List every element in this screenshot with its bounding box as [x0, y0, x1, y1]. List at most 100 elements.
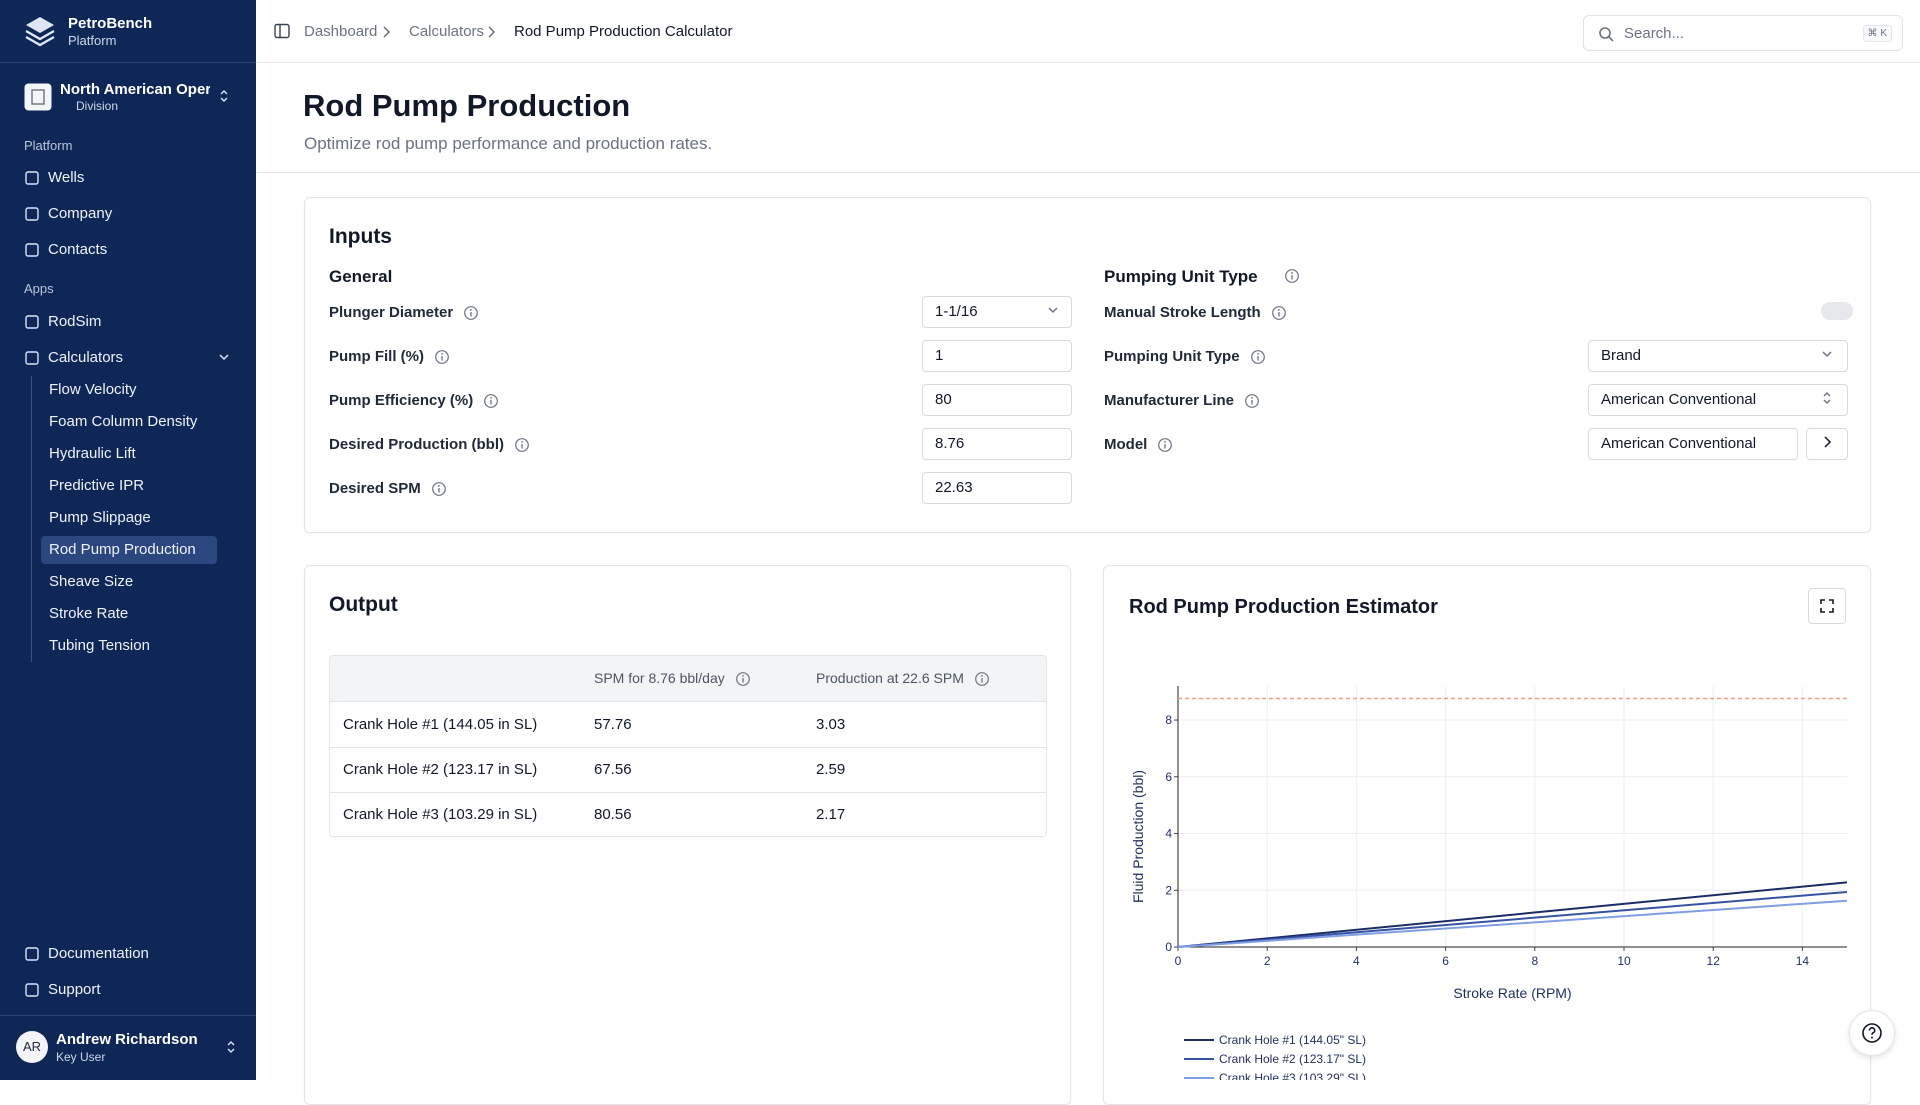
cell: 2.17 [816, 806, 845, 823]
org-icon [24, 83, 52, 111]
field-label: Manual Stroke Length [1104, 304, 1261, 321]
search-placeholder: Search... [1624, 25, 1684, 42]
brand-name: PetroBench [68, 15, 152, 32]
cell: 57.76 [594, 716, 632, 733]
chevron-icon [217, 89, 231, 103]
page: PetroBenchPlatformNorth American OperaDi… [0, 0, 1920, 1080]
nav-item[interactable]: RodSim [48, 313, 101, 330]
nav-icon [24, 946, 40, 962]
sidebar: PetroBenchPlatformNorth American OperaDi… [0, 0, 256, 1080]
text-input[interactable]: 22.63 [922, 472, 1072, 504]
row-label: Crank Hole #3 (103.29 in SL) [343, 806, 537, 823]
output-card: Output SPM for 8.76 bbl/dayProduction at… [304, 565, 1071, 1105]
text-input[interactable]: 80 [922, 384, 1072, 416]
breadcrumb-item[interactable]: Dashboard [304, 23, 377, 40]
nav-icon [24, 350, 40, 366]
nav-subitem[interactable]: Foam Column Density [49, 413, 197, 430]
nav-subitem[interactable]: Hydraulic Lift [49, 445, 136, 462]
field-label: Plunger Diameter [329, 304, 453, 321]
user-name: Andrew Richardson [56, 1031, 198, 1048]
expand-button[interactable] [1808, 588, 1846, 624]
row-divider [330, 747, 1047, 748]
nav-subitem[interactable]: Flow Velocity [49, 381, 137, 398]
divider [0, 1015, 256, 1016]
nav-subitem[interactable]: Stroke Rate [49, 605, 128, 622]
divider [256, 172, 1920, 173]
info-icon [735, 671, 751, 687]
page-title: Rod Pump Production [303, 88, 630, 124]
nav-item[interactable]: Support [48, 981, 101, 998]
nav-icon [24, 982, 40, 998]
section-title: General [329, 267, 392, 287]
sidebar-toggle [274, 23, 290, 39]
field-label: Pump Fill (%) [329, 348, 424, 365]
field-label: Desired Production (bbl) [329, 436, 504, 453]
nav-subitem[interactable]: Rod Pump Production [49, 541, 196, 558]
section-title: Pumping Unit Type [1104, 267, 1258, 287]
nav-subitem[interactable]: Tubing Tension [49, 637, 150, 654]
card-title: Inputs [329, 225, 392, 249]
chevron-icon [1820, 347, 1834, 361]
chart-title: Rod Pump Production Estimator [1129, 596, 1438, 619]
text-input[interactable]: American Conventional [1588, 428, 1798, 460]
org-name: North American Opera [60, 81, 210, 98]
nav-icon [24, 314, 40, 330]
text-input[interactable]: 8.76 [922, 428, 1072, 460]
tree-line [31, 376, 32, 662]
inputs-card: Inputs General Pumping Unit Type Plunger… [304, 197, 1871, 533]
nav-section-label: Platform [24, 138, 72, 153]
field-label: Pump Efficiency (%) [329, 392, 473, 409]
search-icon [1598, 26, 1614, 42]
header-divider [256, 62, 1920, 63]
info-icon [431, 481, 447, 497]
info-icon [514, 437, 530, 453]
field-label: Model [1104, 436, 1147, 453]
nav-item[interactable]: Calculators [48, 349, 123, 366]
field-label: Pumping Unit Type [1104, 348, 1240, 365]
select[interactable]: American Conventional [1588, 384, 1848, 416]
table: SPM for 8.76 bbl/day Production at 22.6 S… [329, 655, 1047, 837]
nav-icon [24, 242, 40, 258]
user-role: Key User [56, 1050, 105, 1064]
chevron-icon [217, 350, 231, 364]
nav-subitem[interactable]: Predictive IPR [49, 477, 144, 494]
cell: 3.03 [816, 716, 845, 733]
nav-section-label: Apps [24, 281, 54, 296]
chevron-icon [484, 25, 498, 39]
breadcrumb-item[interactable]: Calculators [409, 23, 484, 40]
row-label: Crank Hole #2 (123.17 in SL) [343, 761, 537, 778]
row-divider [330, 792, 1047, 793]
info-icon [434, 349, 450, 365]
field-label: Desired SPM [329, 480, 421, 497]
org-type: Division [76, 99, 118, 113]
chevron-icon [224, 1040, 238, 1054]
info-icon [1250, 349, 1266, 365]
search-box[interactable]: Search... ⌘ K [1583, 15, 1903, 51]
column-header: SPM for 8.76 bbl/day [594, 670, 725, 686]
chevron-icon [379, 25, 393, 39]
select[interactable]: Brand [1588, 340, 1848, 372]
nav-item[interactable]: Wells [48, 169, 84, 186]
expand-icon [1809, 589, 1845, 623]
text-input[interactable]: 1 [922, 340, 1072, 372]
column-header: Production at 22.6 SPM [816, 670, 964, 686]
page-subtitle: Optimize rod pump performance and produc… [304, 134, 712, 154]
toggle[interactable] [1821, 302, 1853, 320]
chevron-icon [1820, 391, 1834, 405]
nav-subitem[interactable]: Pump Slippage [49, 509, 151, 526]
field-label: Manufacturer Line [1104, 392, 1234, 409]
nav-item[interactable]: Contacts [48, 241, 107, 258]
logo [22, 14, 58, 50]
cell: 80.56 [594, 806, 632, 823]
divider [0, 62, 256, 63]
info-icon [1244, 393, 1260, 409]
nav-item[interactable]: Documentation [48, 945, 149, 962]
nav-item[interactable]: Company [48, 205, 112, 222]
breadcrumb-item: Rod Pump Production Calculator [514, 23, 732, 40]
help-button[interactable] [1849, 1010, 1895, 1056]
nav-icon [24, 206, 40, 222]
nav-subitem[interactable]: Sheave Size [49, 573, 133, 590]
info-icon [1284, 268, 1300, 284]
brand-sub: Platform [68, 33, 116, 48]
chevron-icon [1820, 435, 1834, 449]
